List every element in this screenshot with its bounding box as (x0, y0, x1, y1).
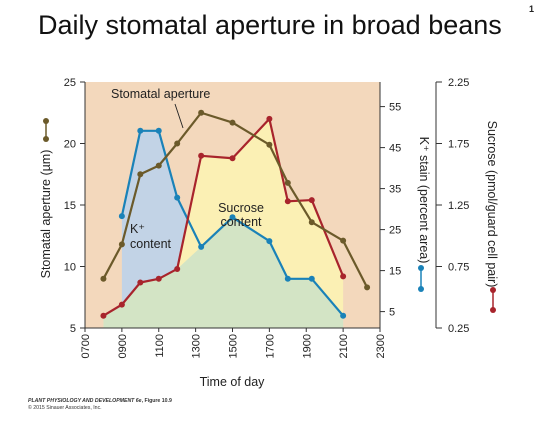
stomatal-point (137, 171, 144, 178)
left-axis-title: Stomatal aperture (µm) (39, 150, 53, 279)
stomatal-point (155, 162, 162, 169)
sucrose-axis-tick-label: 1.75 (448, 139, 469, 151)
k-axis-title: K⁺ stain (percent area) (417, 137, 431, 264)
chart-title: Daily stomatal aperture in broad beans (38, 10, 502, 40)
sucrose-point (198, 152, 205, 159)
x-axis-tick-label: 1500 (228, 334, 240, 358)
stomatal-point (340, 237, 347, 244)
potassium-series-line (120, 129, 344, 317)
left-axis-tick-label: 20 (64, 139, 76, 151)
k-annotation-line2: content (130, 237, 172, 251)
sucrose-point (118, 301, 125, 308)
sucrose-point (174, 265, 181, 272)
x-axis-title: Time of day (200, 375, 266, 389)
stomatal-point (284, 179, 291, 186)
k-axis-tick-label: 15 (389, 266, 401, 278)
stomatal-point (100, 275, 107, 282)
potassium-point (174, 194, 181, 201)
stomatal-point (174, 140, 181, 147)
potassium-point (266, 238, 273, 245)
sucrose-point (308, 197, 315, 204)
potassium-point (137, 127, 144, 134)
stomatal-annotation: Stomatal aperture (111, 87, 210, 101)
slide-number: 1 (529, 4, 535, 14)
sucrose-point (137, 279, 144, 286)
sucrose-axis-tick-label: 1.25 (448, 200, 469, 212)
stomatal-point (266, 141, 273, 148)
x-axis-tick-label: 2100 (338, 334, 350, 358)
sucrose-annotation-line2: content (220, 215, 262, 229)
stomatal-point (364, 284, 371, 291)
x-axis-tick-label: 0700 (80, 334, 92, 358)
sucrose-legend-key (490, 287, 496, 313)
stomatal-point (198, 109, 205, 116)
potassium-point (284, 275, 291, 282)
stomatal-annotation-pointer (174, 103, 184, 129)
k-axis-tick-label: 35 (389, 184, 401, 196)
credit-book: PLANT PHYSIOLOGY AND DEVELOPMENT 6e (28, 398, 142, 404)
potassium-point (198, 243, 205, 250)
potassium-point (155, 127, 162, 134)
stomatal-point (229, 119, 236, 126)
left-axis-tick-label: 10 (64, 262, 76, 274)
k-axis-tick-label: 5 (389, 307, 395, 319)
x-axis-tick-label: 1100 (154, 334, 166, 358)
x-axis-tick-label: 1300 (191, 334, 203, 358)
potassium-point (308, 275, 315, 282)
right-axis-title: Sucrose (pmol/guard cell pair) (485, 121, 499, 288)
figure-credit: PLANT PHYSIOLOGY AND DEVELOPMENT 6e, Fig… (28, 398, 172, 412)
stomatal-point (118, 241, 125, 248)
sucrose-point (229, 155, 236, 162)
stomatal-series-line (102, 111, 369, 288)
x-axis-tick-label: 1700 (264, 334, 276, 358)
stomatal-point (308, 219, 315, 226)
potassium-point (340, 312, 347, 319)
credit-copyright: © 2015 Sinauer Associates, Inc. (28, 405, 102, 411)
potassium-point (229, 214, 236, 221)
left-axis-tick-label: 15 (64, 200, 76, 212)
stomatal-legend-key (43, 118, 49, 142)
k-annotation-line1: K⁺ (130, 222, 145, 236)
x-axis-tick-label: 1900 (301, 334, 313, 358)
sucrose-annotation-line1: Sucrose (218, 201, 264, 215)
potassium-legend-key (418, 265, 424, 292)
stomatal-chart: 5 10 15 20 25 5 15 25 35 45 55 0.25 0.75 1.25 1.75 2.25… (39, 77, 499, 389)
k-axis-tick-label: 25 (389, 225, 401, 237)
k-axis-tick-label: 45 (389, 143, 401, 155)
x-axis-tick-label: 0900 (117, 334, 129, 358)
potassium-point (118, 213, 125, 220)
sucrose-point (155, 275, 162, 282)
sucrose-point (100, 312, 107, 319)
sucrose-axis-tick-label: 2.25 (448, 77, 469, 89)
x-axis-tick-label: 2300 (375, 334, 387, 358)
sucrose-point (284, 198, 291, 205)
k-axis-tick-label: 55 (389, 102, 401, 114)
left-axis-tick-label: 25 (64, 77, 76, 89)
left-axis-tick-label: 5 (70, 323, 76, 335)
sucrose-point (340, 273, 347, 280)
sucrose-axis-tick-label: 0.75 (448, 262, 469, 274)
sucrose-point (266, 115, 273, 122)
credit-figure: , Figure 10.9 (141, 398, 172, 404)
overlap-area (103, 217, 344, 328)
sucrose-axis-tick-label: 0.25 (448, 323, 469, 335)
